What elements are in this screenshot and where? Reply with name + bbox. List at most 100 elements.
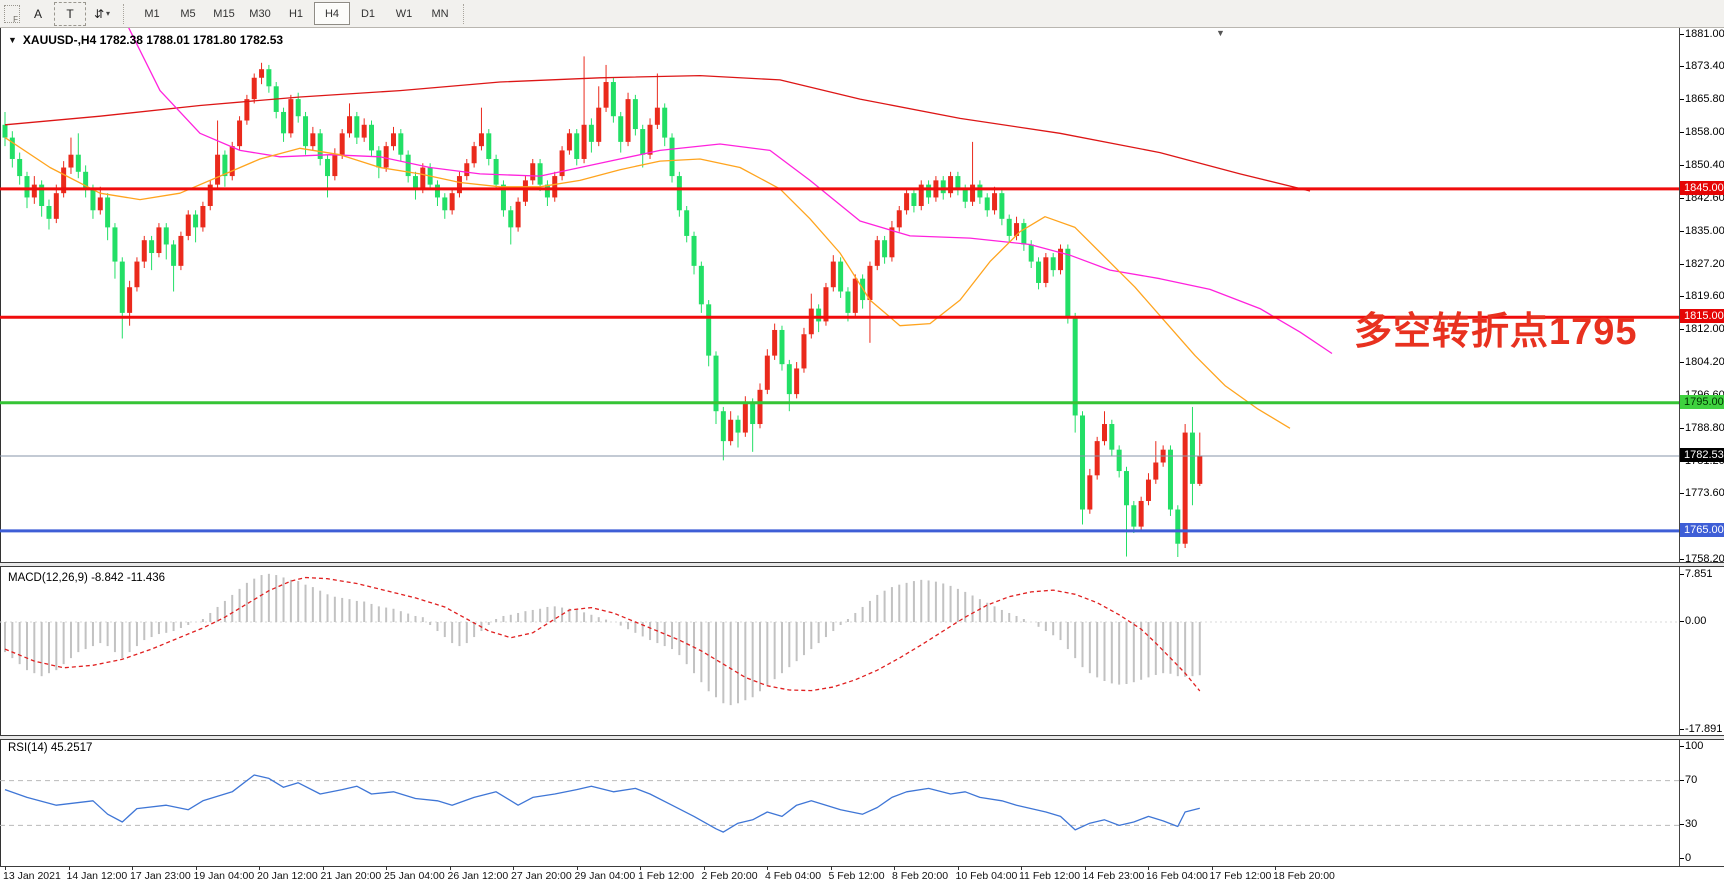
- candle: [970, 184, 976, 202]
- rsi-pane-splitter[interactable]: [0, 735, 1724, 740]
- price-tick-label: 1842.60: [1680, 192, 1724, 204]
- candle: [977, 184, 983, 198]
- candle: [1058, 248, 1064, 271]
- time-axis[interactable]: 13 Jan 2021 14 Jan 12:00 17 Jan 23:00 19 Ja…: [0, 866, 1724, 889]
- candle: [632, 99, 638, 130]
- time-tick: [1211, 866, 1213, 870]
- chart-shift-marker-icon[interactable]: ▼: [1216, 28, 1225, 38]
- time-tick-label: 25 Jan 04:00: [384, 870, 445, 882]
- timeframe-button-m1[interactable]: M1: [144, 7, 160, 20]
- time-tick: [132, 866, 133, 870]
- candle: [347, 116, 353, 134]
- dropdown-caret-icon: ▾: [106, 9, 111, 18]
- candle: [596, 107, 602, 142]
- candle: [552, 176, 558, 198]
- candle: [940, 180, 946, 194]
- timeframe-button-h1[interactable]: H1: [288, 7, 304, 20]
- candle: [1087, 475, 1093, 510]
- time-tick: [449, 866, 451, 870]
- price-chart-canvas[interactable]: [0, 28, 1679, 866]
- candle: [178, 235, 184, 266]
- candle: [618, 116, 624, 142]
- time-tick-label: 5 Feb 12:00: [828, 870, 885, 882]
- time-tick: [894, 866, 895, 870]
- collapse-ohlc-icon[interactable]: ▼: [8, 35, 17, 45]
- chart-plot-area[interactable]: [0, 28, 1679, 866]
- candle: [83, 171, 89, 189]
- timeframe-button-m30[interactable]: M30: [249, 7, 271, 20]
- candle: [948, 176, 954, 194]
- time-tick-label: 14 Feb 23:00: [1082, 870, 1145, 882]
- candle: [691, 235, 697, 266]
- timeframe-button-m5[interactable]: M5: [180, 7, 196, 20]
- candle: [486, 133, 492, 159]
- timeframe-button-d1[interactable]: D1: [360, 7, 376, 20]
- candle: [281, 111, 287, 134]
- timeframe-button-w1[interactable]: W1: [395, 7, 413, 20]
- candle: [390, 133, 396, 147]
- top-toolbar: F A T ⇵ ▾ M1 M5 M15 M30 H1 H4 D1 W1 MN: [0, 0, 1724, 28]
- time-tick-label: 21 Jan 20:00: [320, 870, 382, 882]
- candle: [962, 188, 968, 202]
- candle: [17, 158, 23, 177]
- candle: [500, 184, 506, 211]
- candle: [588, 124, 594, 142]
- time-tick-label: 2 Feb 20:00: [701, 870, 758, 882]
- toolbar-separator: [463, 3, 469, 24]
- candle: [207, 184, 213, 206]
- price-tick-label: 1865.80: [1680, 93, 1724, 105]
- candle: [757, 389, 763, 425]
- cycle-arrows-button[interactable]: ⇵ ▾: [93, 6, 111, 21]
- rsi-tick-label: 70: [1680, 774, 1697, 786]
- candle: [728, 419, 734, 442]
- candle: [1102, 424, 1107, 442]
- candle: [1036, 261, 1042, 283]
- candle: [926, 184, 932, 198]
- candle: [794, 368, 800, 395]
- time-tick-label: 26 Jan 12:00: [447, 870, 509, 882]
- candle: [1065, 248, 1071, 318]
- candle: [369, 124, 374, 151]
- candle: [266, 69, 272, 87]
- time-axis-line: [0, 866, 1724, 867]
- price-tick-label: 1804.20: [1680, 356, 1724, 368]
- candle: [24, 176, 30, 198]
- macd-signal-line: [4, 576, 1201, 692]
- candle: [581, 124, 587, 159]
- font-tool-button[interactable]: A: [33, 6, 42, 21]
- candle: [1050, 257, 1056, 271]
- candle: [112, 227, 118, 262]
- timeframe-button-m15[interactable]: M15: [213, 7, 235, 20]
- ma-slow-red-line: [4, 74, 1311, 192]
- candle: [750, 402, 756, 425]
- candle: [559, 150, 565, 177]
- time-tick: [68, 866, 70, 870]
- candle: [713, 355, 719, 412]
- time-tick-label: 14 Jan 12:00: [66, 870, 128, 882]
- text-label-tool-button[interactable]: T: [54, 1, 86, 26]
- candle: [398, 133, 404, 155]
- price-axis[interactable]: 1881.00 1873.40 1865.80 1858.00 1850.40 1842.…: [1679, 28, 1724, 866]
- candle: [816, 308, 822, 322]
- candle: [259, 69, 265, 78]
- annotation-text[interactable]: 多空转折点1795: [1354, 311, 1638, 353]
- candle: [332, 154, 338, 177]
- candle: [310, 133, 316, 147]
- rsi-tick-label: 30: [1680, 818, 1697, 830]
- time-tick: [195, 866, 197, 870]
- macd-pane-splitter[interactable]: [0, 562, 1724, 567]
- toolbar-handle-icon[interactable]: F: [4, 4, 20, 24]
- candle: [376, 150, 382, 168]
- candle: [97, 197, 103, 211]
- candle: [31, 184, 37, 198]
- time-tick: [703, 866, 705, 870]
- candle: [303, 116, 309, 147]
- candle: [141, 240, 147, 262]
- timeframe-button-mn[interactable]: MN: [431, 7, 449, 20]
- candle: [1072, 317, 1078, 416]
- timeframe-button-h4[interactable]: H4: [314, 2, 350, 25]
- candle: [706, 304, 712, 356]
- candle: [720, 411, 726, 442]
- time-tick-label: 17 Jan 23:00: [130, 870, 191, 882]
- candle: [610, 82, 616, 117]
